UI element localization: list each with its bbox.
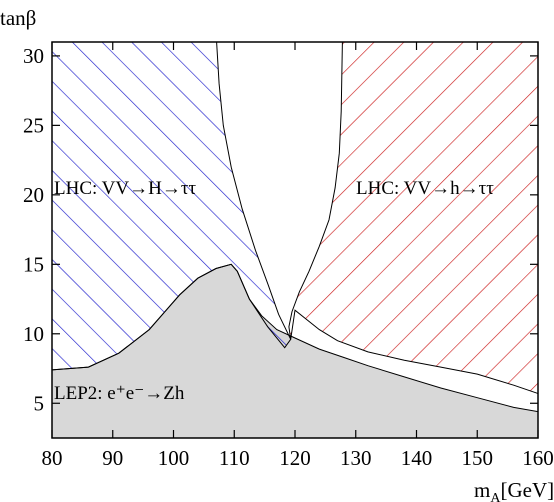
y-tick-label: 30 (23, 44, 44, 68)
x-axis-title: mA[GeV] (474, 478, 554, 502)
region-label-lhc-heavy: LHC: VV→H→ττ (54, 178, 196, 199)
x-tick-label: 160 (522, 446, 554, 470)
x-tick-label: 110 (219, 446, 250, 470)
regions-layer (52, 42, 538, 438)
x-tick-label: 100 (158, 446, 190, 470)
region-label-lep2: LEP2: e⁺e⁻→Zh (54, 383, 185, 404)
region-lhc-heavy-higgs (52, 42, 292, 371)
x-axis-title-main: m (474, 478, 490, 502)
y-tick-label: 15 (23, 252, 44, 276)
x-tick-label: 140 (401, 446, 433, 470)
y-axis-title: tanβ (0, 6, 36, 30)
ticks-layer: 80 90 100 110 120 130 140 150 160 5 10 15 20 25 30 (23, 42, 554, 470)
x-tick-label: 150 (462, 446, 494, 470)
region-lhc-light-higgs (288, 42, 538, 395)
x-tick-label: 120 (279, 446, 311, 470)
y-tick-label: 20 (23, 183, 44, 207)
x-axis-title-sub: A (490, 491, 501, 502)
x-tick-label: 90 (102, 446, 123, 470)
y-tick-label: 25 (23, 113, 44, 137)
y-tick-label: 10 (23, 322, 44, 346)
x-axis-title-unit: [GeV] (500, 478, 554, 502)
x-tick-label: 130 (340, 446, 372, 470)
region-label-lhc-light: LHC: VV→h→ττ (356, 178, 494, 199)
y-tick-label: 5 (34, 391, 45, 415)
x-tick-label: 80 (42, 446, 63, 470)
